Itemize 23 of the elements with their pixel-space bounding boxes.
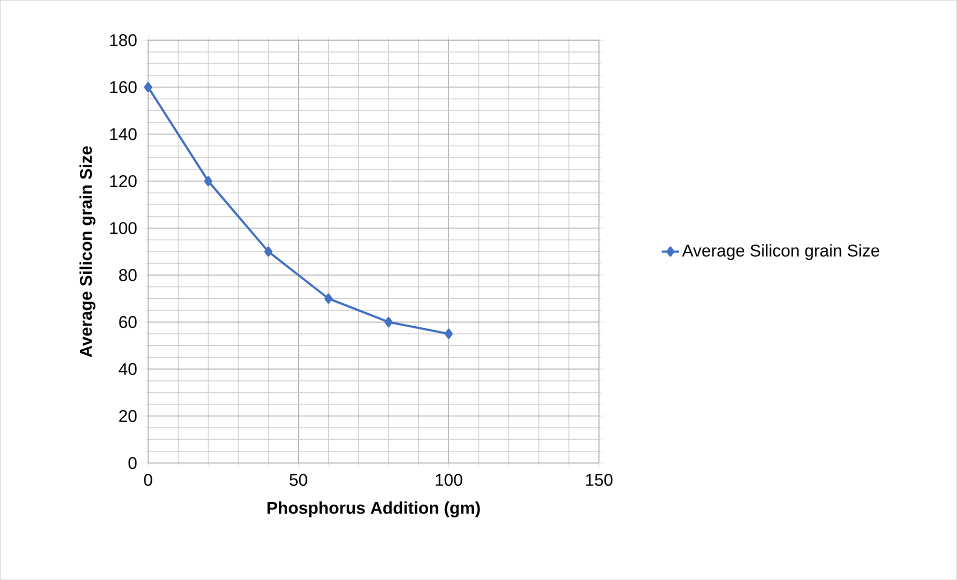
x-tick-label: 150 — [586, 474, 612, 486]
y-tick-label: 20 — [119, 410, 137, 422]
x-tick-label: 0 — [144, 474, 152, 486]
legend-label: Average Silicon grain Size — [682, 244, 880, 260]
y-tick-label: 160 — [110, 81, 137, 94]
point — [264, 246, 272, 257]
y-tick-label: 0 — [128, 456, 137, 469]
x-tick-label: 100 — [436, 474, 462, 486]
y-tick-label: 100 — [110, 222, 137, 234]
x-tick-label: 50 — [290, 474, 308, 486]
y-axis-title: Average Silicon grain Size — [79, 146, 96, 358]
y-tick-label: 40 — [118, 362, 137, 375]
y-tick-label: 180 — [110, 34, 137, 46]
y-tick-label: 60 — [119, 316, 137, 328]
point — [384, 316, 393, 328]
point — [324, 293, 333, 304]
point — [444, 328, 453, 339]
y-tick-label: 80 — [119, 268, 137, 282]
point — [204, 176, 212, 186]
y-tick-label: 140 — [110, 128, 137, 140]
point — [144, 82, 152, 92]
x-axis-title: Phosphorus Addition (gm) — [268, 501, 480, 518]
y-tick-label: 120 — [110, 175, 137, 188]
